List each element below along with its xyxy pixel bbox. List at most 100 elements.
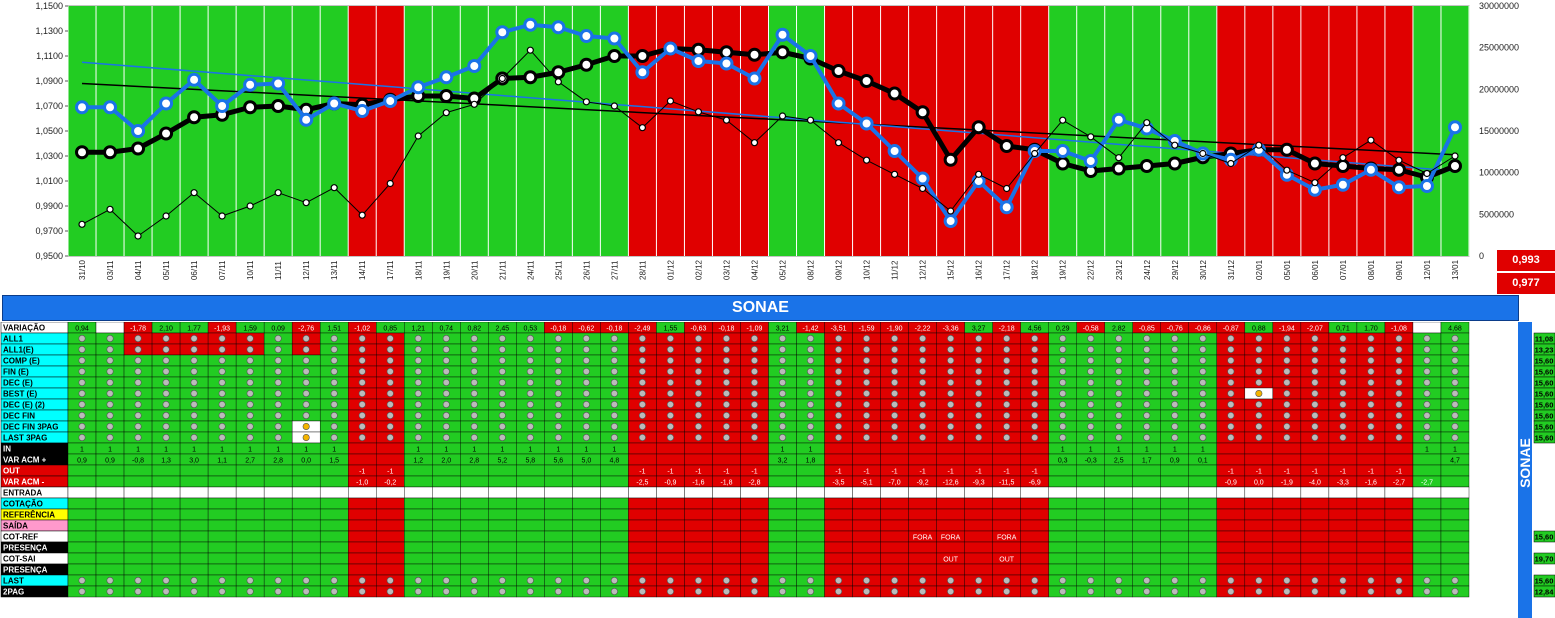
series-point: [943, 152, 958, 167]
signal-dot: [526, 345, 534, 353]
x-tick-label: 09/01: [1395, 259, 1404, 280]
grid-cell: [319, 464, 349, 477]
row-value: 11,08: [1535, 335, 1553, 344]
signal-dot: [526, 335, 534, 343]
signal-dot: [975, 423, 983, 431]
x-tick-label: 20/11: [470, 260, 479, 280]
series-point: [663, 41, 678, 56]
cell-text: -1: [1396, 468, 1402, 475]
cell-text: 1: [781, 446, 785, 453]
signal-dot: [1367, 423, 1375, 431]
series-point: [162, 212, 170, 220]
grid-cell: [908, 541, 937, 554]
series-point: [1391, 180, 1406, 195]
grid-cell: [572, 497, 601, 510]
grid-cell: [1440, 497, 1470, 510]
signal-dot: [470, 356, 478, 364]
signal-dot: [302, 401, 310, 409]
signal-dot: [274, 423, 282, 431]
signal-dot: [863, 367, 871, 375]
cell-text: 1: [1425, 446, 1429, 453]
signal-dot: [779, 390, 787, 398]
signal-dot: [302, 577, 310, 585]
cell-text: -1,93: [214, 325, 230, 332]
signal-dot: [302, 412, 310, 420]
regime-band: [1356, 6, 1386, 256]
grid-cell: [684, 453, 713, 466]
signal-dot: [1115, 378, 1123, 386]
signal-dot: [779, 587, 787, 595]
regime-band: [1216, 6, 1246, 256]
signal-dot: [1395, 423, 1403, 431]
signal-dot: [470, 345, 478, 353]
signal-dot: [1087, 423, 1095, 431]
grid-cell: [880, 442, 909, 455]
grid-cell: [684, 530, 713, 543]
grid-cell: [684, 563, 713, 576]
row-label: PRESENÇA: [3, 566, 48, 575]
signal-dot: [302, 356, 310, 364]
signal-dot: [78, 367, 86, 375]
signal-dot: [498, 587, 506, 595]
grid-cell: [179, 475, 209, 488]
signal-dot: [1227, 401, 1235, 409]
grid-cell: [1356, 508, 1386, 521]
grid-cell: [348, 442, 377, 455]
signal-dot: [1395, 434, 1403, 442]
signal-dot: [835, 401, 843, 409]
signal-dot: [807, 412, 815, 420]
cell-text: 1,5: [329, 457, 339, 464]
grid-cell: [179, 530, 209, 543]
grid-cell: [964, 530, 993, 543]
regime-band: [712, 6, 742, 256]
cell-text: -0,86: [1195, 325, 1211, 332]
grid-cell: [151, 508, 181, 521]
grid-cell: [319, 497, 349, 510]
signal-dot: [1003, 577, 1011, 585]
grid-cell: [600, 552, 629, 565]
series-point: [750, 139, 759, 147]
signal-dot: [526, 356, 534, 364]
grid-cell: [123, 486, 153, 499]
signal-dot: [470, 434, 478, 442]
signal-dot: [470, 367, 478, 375]
regime-band: [824, 6, 854, 256]
cell-text: -1: [863, 468, 869, 475]
grid-cell: [544, 530, 573, 543]
x-tick-label: 06/11: [190, 260, 199, 280]
signal-dot: [610, 423, 618, 431]
grid-cell: [432, 552, 461, 565]
series-point: [1447, 120, 1462, 135]
grid-cell: [263, 552, 293, 565]
grid-cell: [151, 541, 181, 554]
grid-cell: [628, 453, 657, 466]
grid-cell: [348, 453, 377, 466]
grid-cell: [1412, 552, 1442, 565]
grid-cell: [460, 475, 489, 488]
signal-dot: [386, 390, 394, 398]
grid-cell: [1244, 508, 1274, 521]
y2-tick-label: 15000000: [1479, 126, 1519, 136]
grid-cell: [207, 508, 237, 521]
grid-cell: [319, 519, 349, 532]
cell-text: FORA: [997, 534, 1017, 541]
signal-dot: [694, 378, 702, 386]
grid-cell: [628, 442, 657, 455]
signal-dot: [218, 412, 226, 420]
grid-cell: [852, 497, 881, 510]
signal-dot: [330, 577, 338, 585]
series-point: [190, 189, 198, 197]
signal-dot: [218, 378, 226, 386]
cell-text: -1: [919, 468, 925, 475]
grid-cell: [207, 563, 237, 576]
grid-cell: [67, 497, 97, 510]
series-point: [775, 45, 790, 60]
row-value: 15,60: [1535, 357, 1554, 366]
cell-text: 2,7: [245, 457, 255, 464]
grid-cell: [404, 541, 433, 554]
grid-cell: [1328, 530, 1358, 543]
signal-dot: [638, 412, 646, 420]
signal-dot: [1227, 434, 1235, 442]
signal-dot: [610, 335, 618, 343]
signal-dot: [274, 434, 282, 442]
